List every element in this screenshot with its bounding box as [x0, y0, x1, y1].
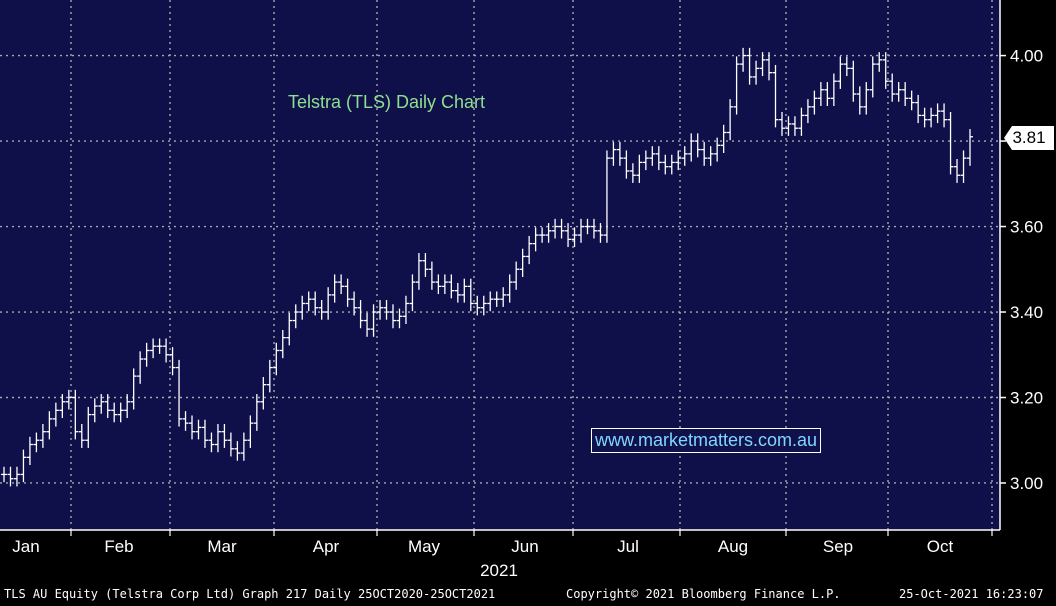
y-tick-label: 3.40 [1010, 303, 1043, 322]
x-axis-year: 2021 [480, 561, 518, 580]
y-tick-label: 3.00 [1010, 474, 1043, 493]
y-tick-label: 4.00 [1010, 47, 1043, 66]
x-tick-label: Aug [718, 537, 748, 556]
y-tick-label: 3.60 [1010, 218, 1043, 237]
x-axis-area [0, 530, 1056, 584]
grid [0, 0, 1000, 530]
x-tick-label: Jan [12, 537, 39, 556]
last-price-badge: 3.81 [1004, 126, 1054, 150]
x-tick-label: Feb [104, 537, 133, 556]
x-tick-label: May [408, 537, 441, 556]
price-chart: 4.003.803.603.403.203.00JanFebMarAprMayJ… [0, 0, 1056, 584]
plot-area [0, 0, 1000, 530]
footer-timestamp: 25-Oct-2021 16:23:07 [899, 587, 1044, 601]
watermark-link[interactable]: www.marketmatters.com.au [591, 428, 822, 453]
y-axis-area [1000, 0, 1056, 530]
footer-security-info: TLS AU Equity (Telstra Corp Ltd) Graph 2… [4, 587, 496, 601]
price-bars [1, 47, 973, 487]
y-tick-label: 3.20 [1010, 389, 1043, 408]
x-tick-label: Apr [313, 537, 340, 556]
footer-bar: TLS AU Equity (Telstra Corp Ltd) Graph 2… [0, 584, 1056, 606]
x-tick-label: Sep [823, 537, 853, 556]
x-tick-label: Jul [617, 537, 639, 556]
x-tick-label: Oct [927, 537, 954, 556]
footer-copyright: Copyright© 2021 Bloomberg Finance L.P. [566, 587, 841, 601]
x-tick-label: Mar [207, 537, 237, 556]
chart-title: Telstra (TLS) Daily Chart [288, 92, 486, 112]
x-tick-label: Jun [511, 537, 538, 556]
